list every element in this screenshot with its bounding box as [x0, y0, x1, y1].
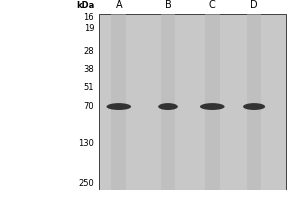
Text: 51: 51: [84, 83, 94, 92]
Text: A: A: [116, 0, 122, 10]
Text: 70: 70: [84, 102, 94, 111]
Bar: [111, 14, 126, 190]
Ellipse shape: [243, 103, 265, 110]
Text: C: C: [209, 0, 216, 10]
Text: 19: 19: [84, 24, 94, 33]
Bar: [247, 14, 262, 190]
Bar: [205, 14, 220, 190]
Text: 28: 28: [84, 47, 94, 56]
Bar: [99, 14, 286, 190]
Text: 16: 16: [84, 13, 94, 22]
Text: D: D: [250, 0, 258, 10]
Text: kDa: kDa: [76, 1, 94, 10]
Ellipse shape: [200, 103, 225, 110]
Bar: [160, 14, 175, 190]
Text: 130: 130: [78, 139, 94, 148]
Text: B: B: [165, 0, 171, 10]
Text: 38: 38: [83, 65, 94, 74]
Ellipse shape: [106, 103, 131, 110]
Ellipse shape: [158, 103, 178, 110]
Text: 250: 250: [79, 179, 94, 188]
